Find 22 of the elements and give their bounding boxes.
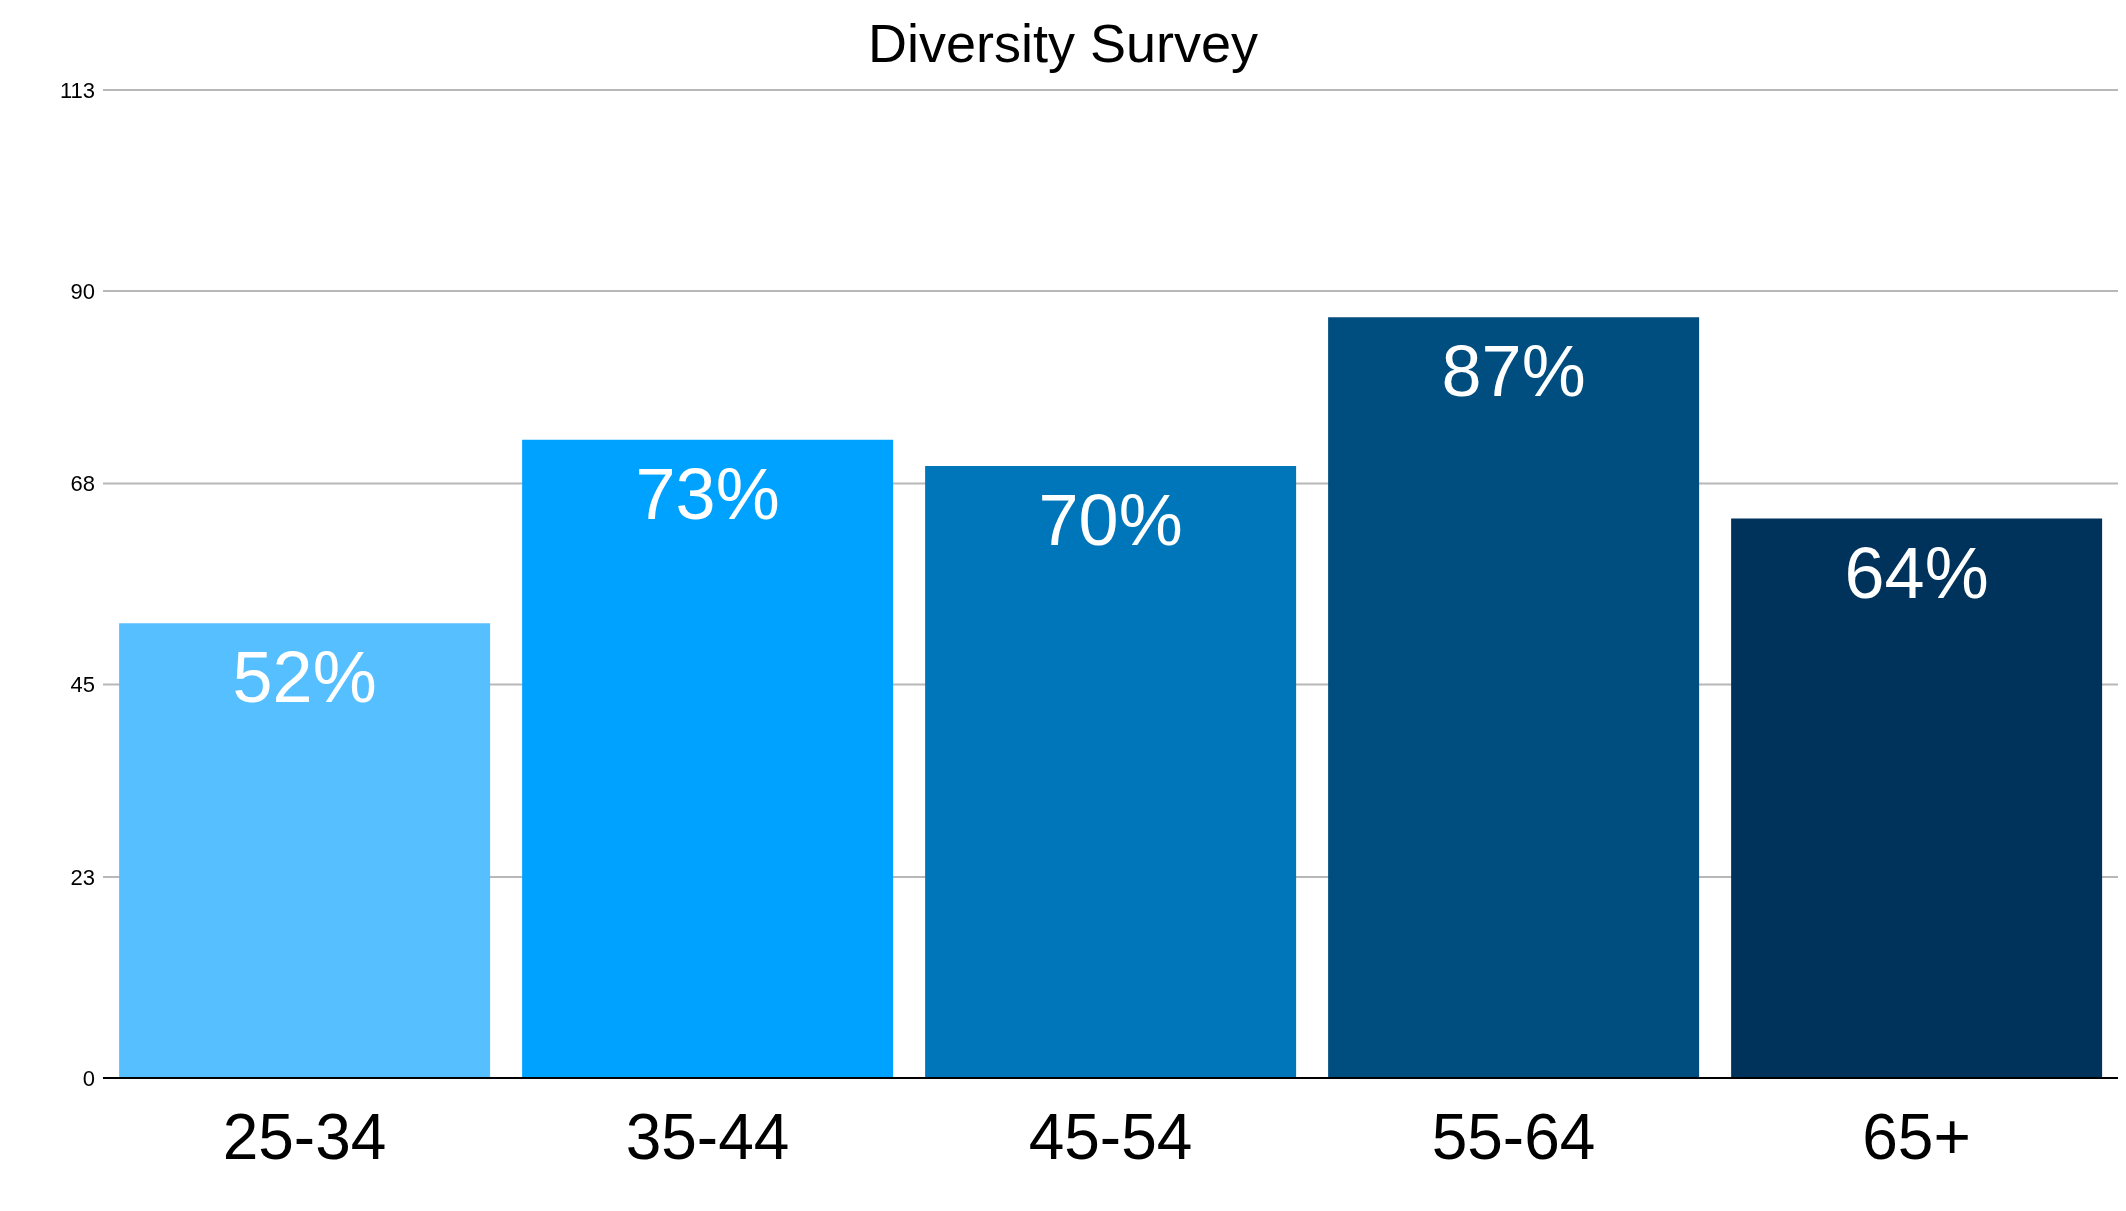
data-label: 87% [1441,331,1586,412]
data-label: 64% [1844,532,1989,613]
bar [119,623,491,1078]
y-tick-label: 113 [59,77,95,103]
data-label: 70% [1038,480,1183,561]
x-tick-label: 65+ [1862,1101,1971,1174]
y-tick-label: 90 [70,278,95,304]
y-tick-label: 23 [70,864,95,890]
chart-title: Diversity Survey [866,12,1260,75]
bar [522,439,894,1078]
data-label: 52% [232,637,377,718]
x-tick-label: 45-54 [1028,1101,1193,1174]
data-label: 73% [635,453,780,534]
bar [1328,317,1700,1078]
x-tick-label: 25-34 [222,1101,387,1174]
y-tick-label: 0 [82,1065,95,1091]
x-tick-label: 55-64 [1431,1101,1596,1174]
y-tick-label: 45 [70,672,95,698]
x-tick-label: 35-44 [625,1101,790,1174]
y-tick-label: 68 [70,471,95,497]
bar [925,465,1297,1078]
bar [1731,518,2103,1078]
